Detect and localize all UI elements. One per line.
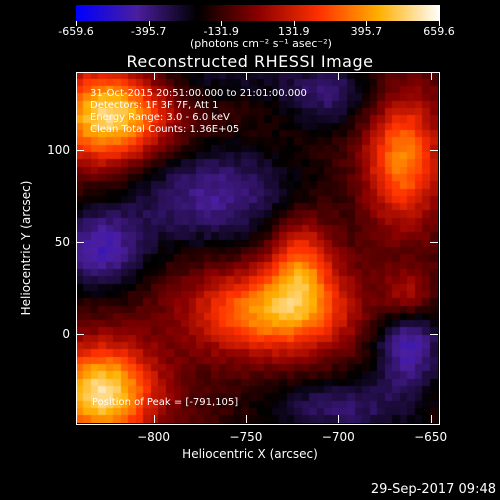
x-tick-label: −650	[414, 430, 448, 444]
colorbar-tick-label: -131.9	[203, 25, 239, 38]
colorbar-tick	[293, 21, 295, 26]
plot-area: 31-Oct-2015 20:51:00.000 to 21:01:00.000…	[76, 72, 440, 425]
colorbar-tick-label: 659.6	[423, 25, 455, 38]
x-axis-label: Heliocentric X (arcsec)	[182, 447, 318, 461]
y-tick-label: 100	[47, 142, 70, 157]
annotation-energy-range: Energy Range: 3.0 - 6.0 keV	[90, 112, 230, 123]
heatmap-image	[76, 72, 438, 423]
y-axis-tick	[76, 149, 84, 151]
x-axis-tick	[338, 415, 340, 423]
colorbar-tick	[366, 21, 368, 26]
y-tick-label: 0	[62, 327, 70, 342]
annotation-detectors: Detectors: 1F 3F 7F, Att 1	[90, 100, 219, 111]
x-axis-tick	[245, 72, 247, 80]
x-axis-tick	[338, 72, 340, 80]
colorbar-tick	[439, 21, 440, 26]
x-axis-tick	[245, 415, 247, 423]
x-tick-label: −750	[229, 430, 263, 444]
y-axis-label: Heliocentric Y (arcsec)	[19, 180, 33, 316]
y-axis-tick	[430, 149, 438, 151]
x-axis-tick	[153, 72, 155, 80]
colorbar-tick	[148, 21, 150, 26]
y-axis-tick	[76, 334, 84, 336]
chart-title: Reconstructed RHESSI Image	[126, 52, 374, 71]
colorbar-tick-label: 395.7	[350, 25, 383, 38]
y-axis-tick	[430, 334, 438, 336]
colorbar-tick	[76, 21, 77, 26]
y-axis-tick	[430, 241, 438, 243]
y-axis-tick	[76, 241, 84, 243]
colorbar-tick-label: -659.6	[58, 25, 94, 38]
y-tick-label: 50	[54, 234, 70, 249]
annotation-total-counts: Clean Total Counts: 1.36E+05	[90, 124, 240, 135]
colorbar-tick	[221, 21, 223, 26]
colorbar-units: (photons cm⁻² s⁻¹ asec⁻²)	[190, 37, 332, 50]
colorbar-tick-label: -395.7	[130, 25, 167, 38]
annotation-peak-position: Position of Peak = [-791,105]	[92, 397, 239, 408]
x-axis-tick	[430, 415, 432, 423]
x-tick-label: −800	[137, 430, 171, 444]
annotation-time-range: 31-Oct-2015 20:51:00.000 to 21:01:00.000	[90, 88, 307, 99]
x-axis-tick	[153, 415, 155, 423]
plot-timestamp: 29-Sep-2017 09:48	[370, 482, 496, 497]
x-tick-label: −700	[321, 430, 355, 444]
colorbar	[76, 5, 440, 21]
colorbar-tick-label: 131.9	[278, 25, 310, 38]
x-axis-tick	[430, 72, 432, 80]
